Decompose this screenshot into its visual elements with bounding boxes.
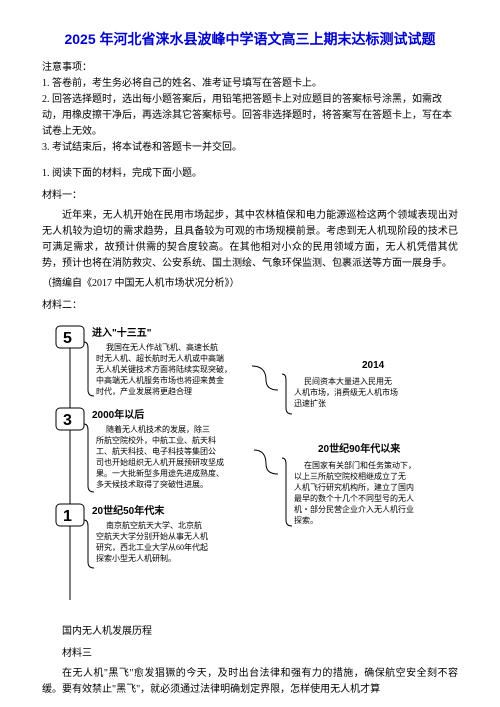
era-body: 在国家有关部门和任务策动下， bbox=[304, 460, 416, 470]
era-body: 多天候技术取得了突破性进展。 bbox=[96, 479, 208, 489]
instruction-item: 3. 考试结束后，将本试卷和答题卡一并交回。 bbox=[42, 140, 458, 156]
era-body: 所航空院校外，中航工业、航天科 bbox=[96, 435, 216, 445]
era-body: 中高端无人机服务市场也将迎来黄金 bbox=[96, 375, 224, 385]
era-body: 工、航天科技、电子科技等集团公 bbox=[96, 446, 216, 456]
material-2-label: 材料二： bbox=[42, 298, 458, 314]
era-body: 南京航空航天大学、北京航 bbox=[106, 520, 202, 530]
era-body: 时无人机、超长航时无人机或中高端 bbox=[96, 353, 224, 363]
era-title-1: 20世纪50年代末 bbox=[92, 504, 165, 517]
timeline-num-5: 5 bbox=[63, 330, 72, 347]
era-body: 迅速扩张 bbox=[294, 398, 326, 408]
material-1-label: 材料一： bbox=[42, 188, 458, 204]
era-body: 民间资本大量进入民用无 bbox=[304, 376, 392, 386]
diagram-caption: 国内无人机发展历程 bbox=[42, 624, 458, 640]
era-body: 空航天大学分别开始从事无人机 bbox=[96, 531, 208, 541]
material-3-body: 在无人机"黑飞"愈发猖獗的今天，及时出台法律和强有力的措施，确保航空安全刻不容缓… bbox=[42, 666, 458, 698]
era-body: 机・部分民营企业介入无人机行业 bbox=[294, 504, 414, 514]
era-body: 以上三所航空院校相继成立了无 bbox=[294, 471, 406, 481]
era-body: 探索。 bbox=[294, 515, 318, 525]
timeline-num-3: 3 bbox=[63, 412, 72, 429]
era-body: 果。一大批新型多用途先进成熟度、 bbox=[96, 468, 224, 478]
era-body: 探索小型无人机研制。 bbox=[96, 553, 176, 563]
question-1: 1. 阅读下面的材料，完成下面小题。 bbox=[42, 166, 458, 182]
material-3-label: 材料三 bbox=[42, 646, 458, 662]
era-title-3: 2000年以后 bbox=[92, 408, 144, 421]
instruction-item: 1. 答卷前，考生务必将自己的姓名、准考证号填写在答题卡上。 bbox=[42, 76, 458, 92]
era-body: 人机市场，消费级无人机市场 bbox=[294, 387, 398, 397]
instruction-item: 2. 回答选择题时，选出每小题答案后，用铅笔把答题卡上对应题目的答案标号涂黑，如… bbox=[42, 92, 458, 140]
era-body: 随着无人机技术的发展，除三 bbox=[106, 424, 210, 434]
material-1-source: （摘编自《2017 中国无人机市场状况分析》） bbox=[42, 276, 458, 292]
era-body: 无人机关键技术方面将陆续实现突破， bbox=[96, 364, 232, 374]
instructions-heading: 注意事项： bbox=[42, 60, 458, 76]
timeline-diagram: 5 进入"十三五" 我国在无人作战飞机、高速长航 时无人机、超长航时无人机或中高… bbox=[42, 320, 458, 620]
material-1-body: 近年来，无人机开始在民用市场起步，其中农林植保和电力能源巡检这两个领域表现出对无… bbox=[42, 208, 458, 272]
era-body: 研究，西北工业大学从60年代起 bbox=[96, 542, 208, 552]
era-body: 时代，产业发展将更趋合理 bbox=[96, 386, 192, 396]
exam-title: 2025 年河北省涞水县波峰中学语文高三上期末达标测试试题 bbox=[42, 28, 458, 50]
era-title-2014: 2014 bbox=[362, 360, 385, 371]
era-body: 司也开始组织无人机开展预研攻坚成 bbox=[96, 457, 224, 467]
era-body: 人机飞行研究机构所，建立了国内 bbox=[294, 482, 414, 492]
instructions-block: 注意事项： 1. 答卷前，考生务必将自己的姓名、准考证号填写在答题卡上。 2. … bbox=[42, 60, 458, 156]
era-title-5: 进入"十三五" bbox=[92, 326, 152, 339]
era-body: 最早的数个十几个不同型号的无人 bbox=[294, 493, 414, 503]
era-title-90s: 20世纪90年代以来 bbox=[318, 442, 401, 455]
era-body: 我国在无人作战飞机、高速长航 bbox=[106, 342, 218, 352]
timeline-num-1: 1 bbox=[63, 508, 72, 525]
